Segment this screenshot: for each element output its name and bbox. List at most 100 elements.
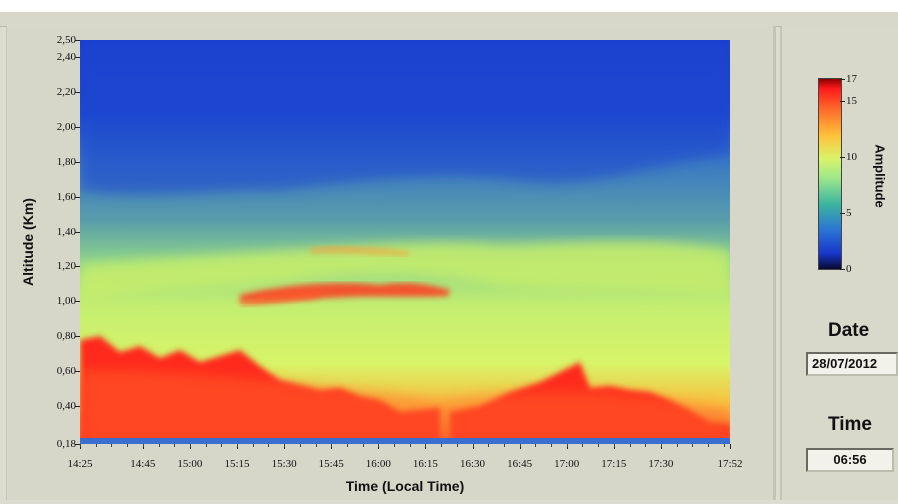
x-minor-tick — [221, 444, 223, 447]
colorbar-tick-label: 10 — [846, 151, 857, 164]
aerosol-cloud-band — [80, 241, 730, 305]
y-tick-label: 2,40 — [56, 51, 76, 64]
time-label: Time — [828, 414, 873, 435]
x-minor-tick — [252, 444, 254, 447]
x-tick-label: 17:15 — [601, 458, 627, 470]
x-minor-tick — [456, 444, 458, 447]
colorbar-tick-label: 0 — [846, 263, 852, 275]
x-minor-tick — [660, 444, 662, 447]
x-tick-label: 14:45 — [130, 458, 156, 470]
colorbar-tick-label: 17 — [846, 73, 857, 85]
x-minor-tick — [378, 444, 380, 447]
y-tick-mark — [75, 336, 80, 338]
ground-line — [80, 438, 730, 444]
x-minor-tick — [174, 444, 176, 447]
x-tick-label: 14:25 — [67, 458, 93, 470]
colorbar: 17 15 10 5 0 — [818, 73, 898, 275]
y-tick-mark — [75, 127, 80, 129]
x-minor-tick — [80, 444, 81, 447]
y-tick-label: 1,20 — [56, 260, 76, 273]
x-minor-tick — [441, 444, 443, 447]
colorbar-tick-mark — [840, 269, 845, 270]
x-minor-tick — [127, 444, 129, 447]
y-tick-label: 0,18 — [56, 438, 76, 450]
x-minor-tick — [299, 444, 301, 447]
x-tick-label: 15:45 — [318, 458, 344, 470]
x-minor-tick — [582, 444, 584, 447]
y-tick-mark — [75, 196, 80, 198]
x-minor-tick — [645, 444, 647, 447]
aerosol-top-boundary — [80, 40, 730, 195]
toolbar-strip — [0, 12, 898, 27]
x-minor-tick — [189, 444, 191, 447]
x-minor-tick — [708, 444, 710, 447]
x-tick-label: 16:45 — [507, 458, 533, 470]
x-minor-tick — [142, 444, 144, 447]
y-tick-mark — [75, 405, 80, 407]
x-tick-label: 15:30 — [271, 458, 297, 470]
y-tick-label: 2,00 — [56, 121, 76, 134]
x-tick-mark — [730, 444, 731, 449]
y-tick-mark — [75, 301, 80, 303]
x-tick-label: 16:30 — [459, 458, 486, 470]
x-minor-tick — [331, 444, 333, 447]
colorbar-tick-mark — [840, 101, 845, 103]
x-minor-tick — [284, 444, 286, 447]
x-tick-label: 15:15 — [224, 458, 250, 470]
x-minor-tick — [472, 444, 474, 447]
x-minor-tick — [158, 444, 160, 447]
y-tick-mark — [75, 370, 80, 372]
y-tick-label: 2,50 — [56, 34, 76, 46]
x-tick-label: 16:15 — [412, 458, 438, 470]
x-minor-tick — [237, 444, 238, 447]
x-minor-tick — [346, 444, 348, 447]
title-strip — [0, 0, 898, 12]
x-minor-tick — [111, 444, 113, 447]
x-minor-tick — [205, 444, 207, 447]
colorbar-tick-label: 15 — [846, 95, 857, 108]
y-tick-label: 2,20 — [56, 86, 76, 99]
x-minor-tick — [613, 444, 615, 447]
x-minor-tick — [503, 444, 505, 447]
x-minor-tick — [723, 444, 725, 447]
x-minor-tick — [535, 444, 537, 447]
x-minor-tick — [425, 444, 427, 447]
x-minor-tick — [566, 444, 568, 447]
y-tick-mark — [75, 57, 80, 59]
intensity-graph[interactable] — [80, 40, 730, 444]
y-tick-label: 0,60 — [56, 364, 76, 377]
y-tick-mark — [75, 40, 80, 41]
layer-1-3km — [310, 246, 410, 256]
colorbar-ramp[interactable] — [818, 78, 842, 270]
x-minor-tick — [676, 444, 678, 447]
y-tick-mark — [75, 266, 80, 268]
date-indicator: 28/07/2012 — [806, 352, 898, 376]
y-tick-label: 1,00 — [56, 295, 76, 308]
x-minor-tick — [488, 444, 490, 447]
date-label: Date — [828, 320, 870, 341]
y-tick-label: 0,80 — [56, 330, 76, 343]
y-tick-mark — [75, 161, 80, 163]
x-minor-tick — [362, 444, 364, 447]
x-axis-title: Time (Local Time) — [345, 478, 465, 494]
y-tick-mark — [75, 444, 80, 445]
layer-1-1km-b — [240, 291, 320, 306]
x-minor-tick — [551, 444, 552, 447]
heatmap-canvas — [80, 40, 730, 444]
y-tick-mark — [75, 92, 80, 94]
x-tick-label: 17:52 — [717, 458, 743, 470]
colorbar-tick-label: 5 — [846, 207, 852, 220]
x-minor-tick — [598, 444, 600, 447]
y-tick-mark — [75, 231, 80, 233]
y-tick-label: 1,40 — [56, 225, 76, 238]
y-tick-label: 1,80 — [56, 155, 76, 168]
x-tick-label: 17:30 — [648, 458, 674, 470]
x-minor-tick — [95, 444, 97, 447]
x-tick-label: 15:00 — [177, 458, 203, 470]
x-minor-tick — [629, 444, 631, 447]
y-tick-label: 0,40 — [56, 399, 76, 412]
y-axis-title: Altitude (Km) — [20, 198, 36, 286]
colorbar-tick-mark — [840, 157, 845, 159]
x-tick-label: 17:00 — [554, 458, 580, 470]
